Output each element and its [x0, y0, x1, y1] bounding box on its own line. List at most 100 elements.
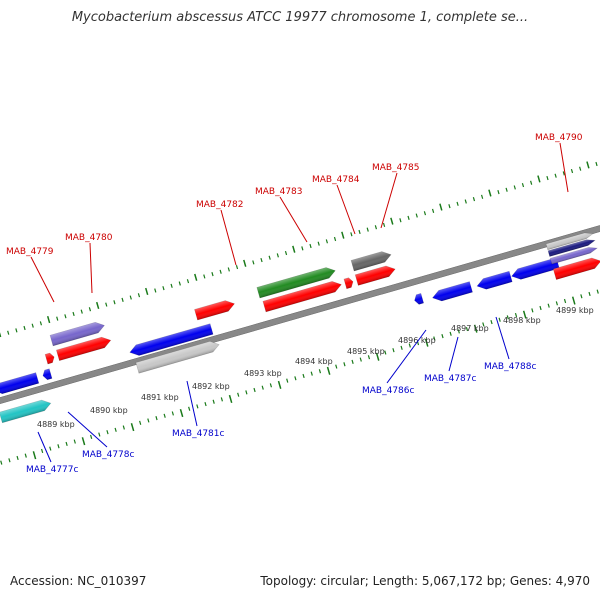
tick-mark [530, 180, 533, 185]
gene-label[interactable]: MAB_4778c [82, 450, 135, 460]
gene-label[interactable]: MAB_4784 [312, 175, 360, 185]
tick-mark [154, 288, 157, 293]
tick-mark [367, 355, 371, 360]
gene-leader-line [380, 172, 398, 229]
tick-mark [390, 217, 394, 225]
gene-feature-shading [135, 341, 220, 374]
gene-feature-shading [56, 337, 111, 361]
genome-backbone [0, 172, 600, 455]
gene-feature-shading [194, 300, 235, 321]
tick-mark [431, 208, 435, 213]
tick-mark [570, 168, 574, 174]
tick-mark [317, 241, 320, 246]
tick-mark [106, 430, 109, 435]
gene-label[interactable]: MAB_4782 [196, 200, 244, 210]
tick-mark [366, 227, 369, 232]
kbp-tick-label: 4895 kbp [347, 347, 385, 356]
tick-mark [498, 317, 501, 322]
gene-leader-line [495, 316, 510, 360]
tick-mark [439, 203, 443, 211]
gene-label[interactable]: MAB_4777c [26, 465, 79, 475]
gene-label[interactable]: MAB_4780 [65, 233, 113, 243]
tick-mark [31, 323, 34, 328]
gene-label[interactable]: MAB_4781c [172, 429, 225, 439]
tick-mark [456, 201, 459, 206]
tick-mark [490, 319, 493, 325]
tick-mark [415, 213, 418, 218]
gene-label[interactable]: MAB_4787c [424, 374, 477, 384]
gene-feature-shading [262, 281, 342, 312]
kbp-tick-label: 4898 kbp [503, 316, 541, 325]
tick-mark [580, 294, 583, 299]
gene-label[interactable]: MAB_4783 [255, 187, 303, 197]
tick-mark [269, 383, 273, 388]
tick-mark [537, 175, 541, 183]
tick-mark [588, 291, 591, 297]
tick-mark [129, 295, 132, 300]
tick-mark [40, 448, 44, 454]
tick-mark [505, 187, 508, 192]
tick-mark [57, 444, 60, 449]
gene-label[interactable]: MAB_4785 [372, 163, 420, 173]
tick-mark [351, 359, 354, 364]
tick-mark [522, 310, 527, 319]
kbp-tick-label: 4897 kbp [451, 324, 489, 333]
tick-mark [203, 274, 206, 279]
kbp-tick-label: 4893 kbp [244, 369, 282, 378]
reverse-tick-track [0, 289, 599, 465]
genome-summary: Topology: circular; Length: 5,067,172 bp… [260, 574, 590, 588]
tick-mark [392, 348, 395, 353]
tick-mark [24, 453, 27, 458]
tick-mark [400, 345, 403, 350]
tick-mark [448, 204, 451, 209]
tick-mark [95, 301, 100, 310]
tick-mark [49, 446, 52, 451]
tick-mark [539, 305, 542, 311]
kbp-tick-label: 4892 kbp [192, 382, 230, 391]
gene-label[interactable]: MAB_4788c [484, 362, 537, 372]
tick-mark [7, 330, 10, 335]
gene-label[interactable]: MAB_4790 [535, 133, 583, 143]
tick-mark [81, 437, 86, 446]
tick-mark [333, 236, 337, 242]
accession-text: Accession: NC_010397 [10, 574, 147, 588]
tick-mark [341, 231, 345, 239]
tick-mark [121, 297, 124, 302]
tick-mark [482, 322, 485, 327]
tick-mark [359, 357, 362, 362]
tick-mark [424, 338, 429, 347]
gene-feature-shading [414, 293, 424, 305]
tick-mark [521, 183, 525, 188]
gene-feature-shading [0, 372, 39, 394]
tick-mark [139, 420, 142, 425]
tick-mark [563, 298, 567, 304]
tick-mark [277, 380, 282, 389]
tick-mark [433, 336, 436, 341]
gene-label[interactable]: MAB_4779 [6, 247, 54, 257]
kbp-tick-label: 4899 kbp [556, 306, 594, 315]
tick-mark [531, 308, 534, 313]
gene-feature-shading [0, 400, 51, 423]
tick-mark [473, 324, 478, 333]
tick-mark [219, 269, 222, 274]
tick-mark [399, 218, 402, 223]
tick-mark [147, 418, 150, 423]
tick-mark [0, 330, 2, 338]
tick-mark [72, 311, 75, 317]
tick-mark [384, 350, 387, 355]
gene-label[interactable]: MAB_4786c [362, 386, 415, 396]
gene-leader-line [386, 329, 427, 384]
tick-mark [245, 390, 248, 395]
gene-feature-shading [351, 251, 392, 271]
tick-mark [586, 161, 590, 169]
gene-leader-line [448, 336, 459, 372]
tick-mark [90, 434, 93, 439]
tick-mark [253, 387, 256, 393]
tick-mark [343, 362, 346, 367]
gene-feature-shading [343, 277, 354, 289]
tick-mark [375, 352, 380, 361]
gene-leader-line [279, 196, 308, 243]
gene-feature-shading [477, 271, 513, 290]
gene-labels: MAB_4779 MAB_4780 MAB_4782 MAB_4783 MAB_4784… [6, 133, 583, 475]
tick-mark [488, 189, 492, 197]
